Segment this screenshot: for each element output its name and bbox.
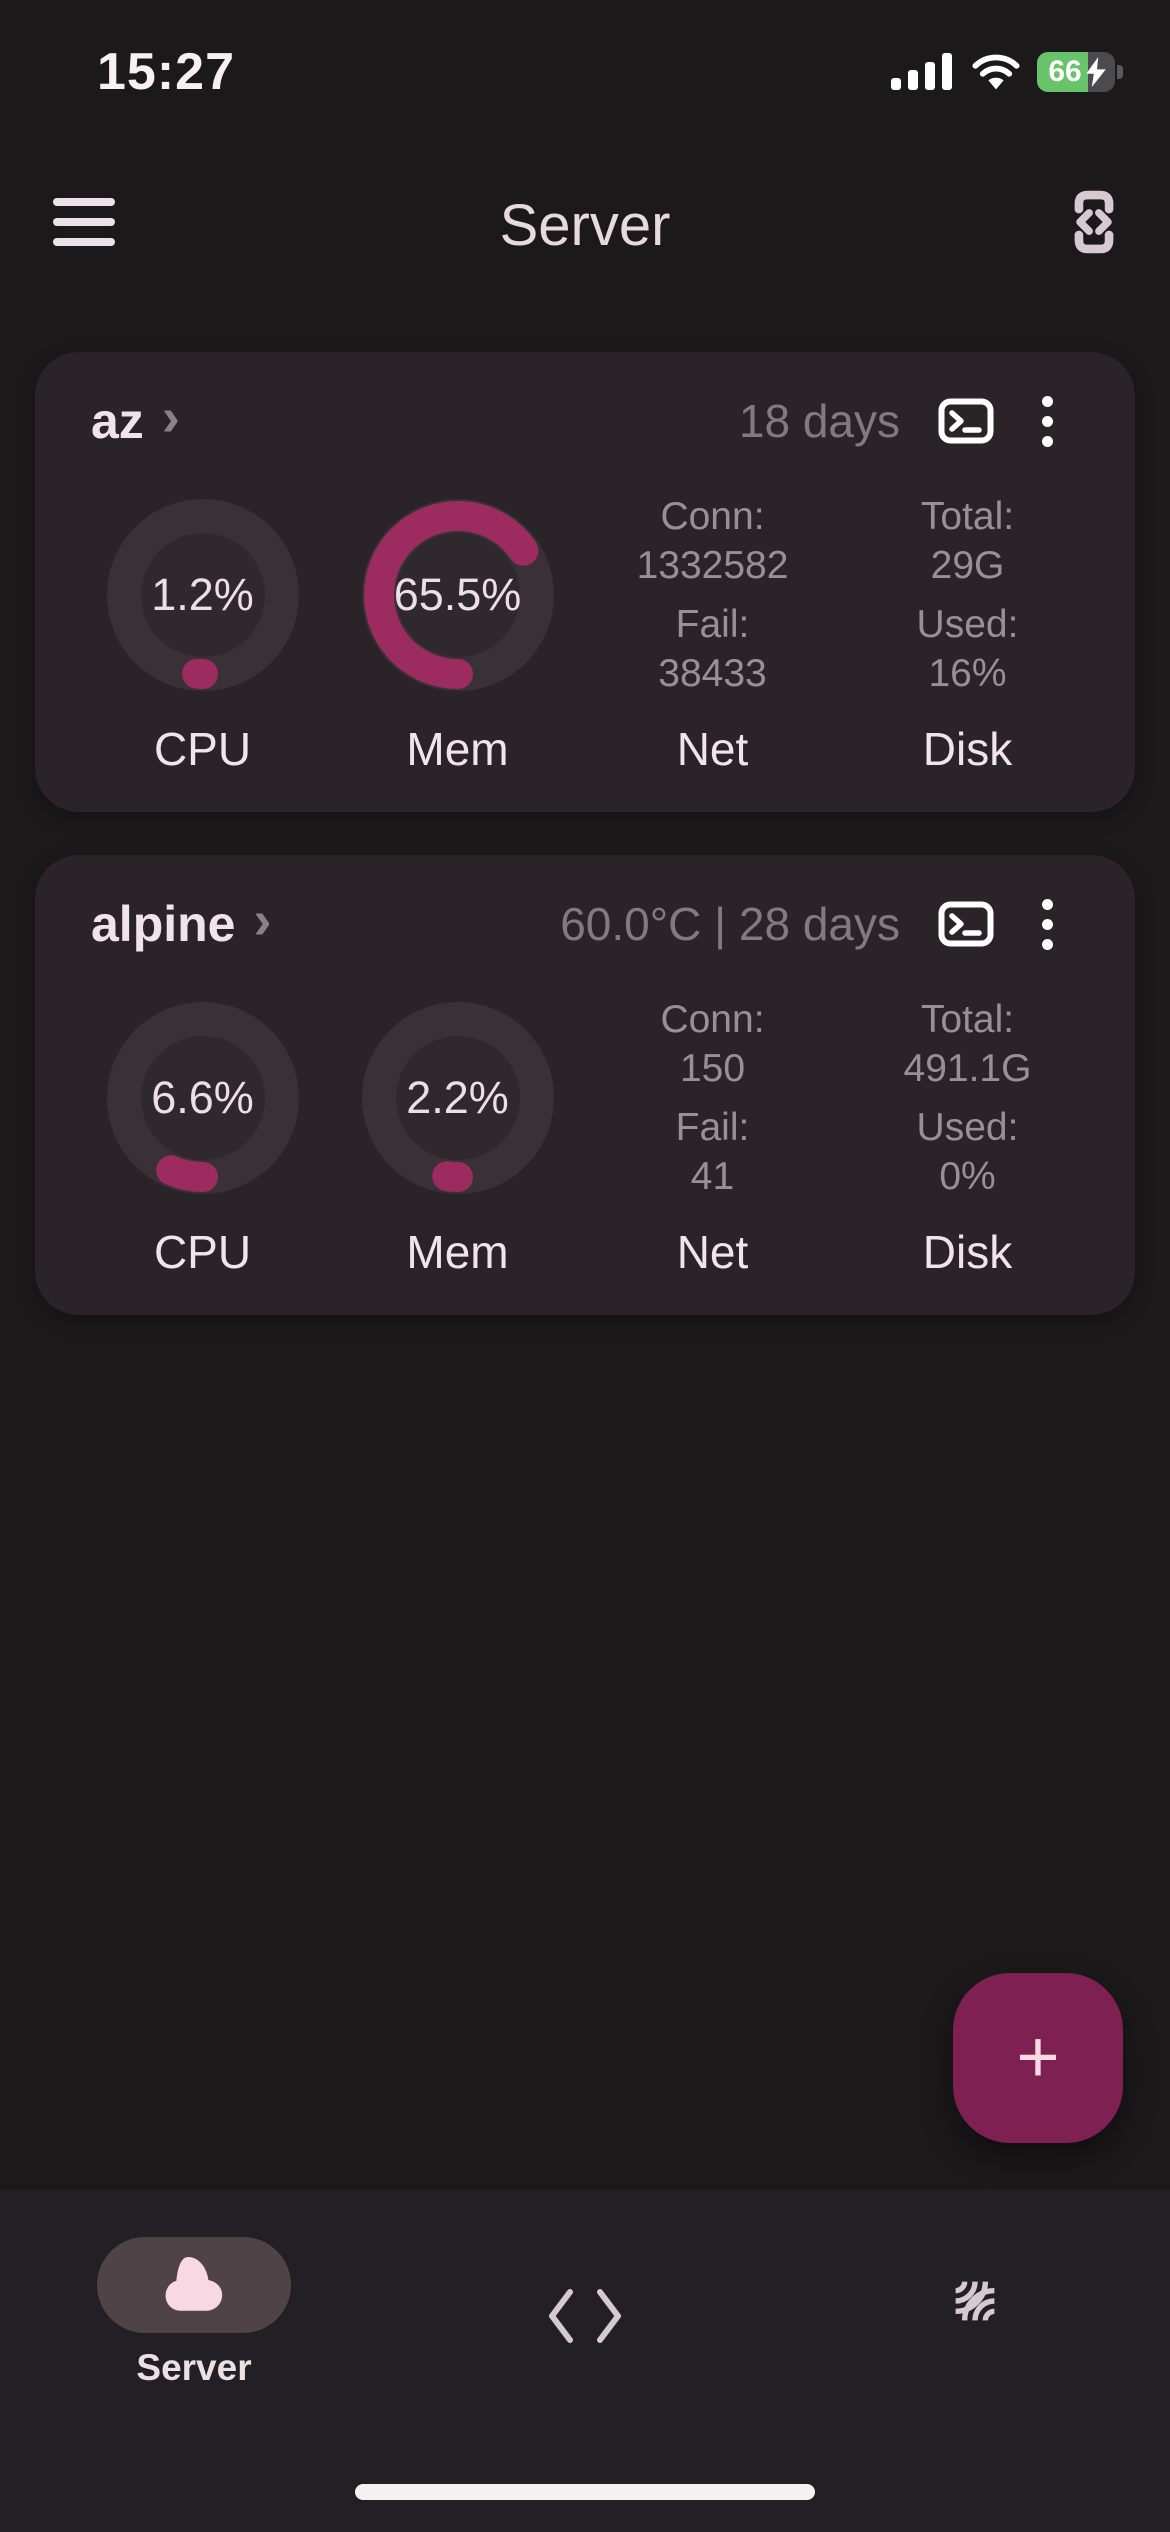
mem-label: Mem [406, 723, 509, 775]
server-uptime: 18 days [738, 395, 900, 447]
cpu-gauge: 6.6% [75, 999, 330, 1197]
net-label: Net [676, 723, 749, 775]
cellular-signal-icon [891, 53, 952, 90]
server-name-label: az [91, 393, 144, 449]
mem-gauge: 65.5% [330, 496, 585, 694]
code-icon [549, 2289, 621, 2343]
battery-icon: 66 [1037, 52, 1123, 92]
server-name[interactable]: alpine › [91, 890, 271, 955]
tab-server[interactable]: Server [97, 2237, 291, 2389]
server-name[interactable]: az › [91, 387, 180, 452]
cpu-label: CPU [153, 723, 252, 775]
disk-used-value: 16% [928, 652, 1007, 695]
cpu-gauge: 1.2% [75, 496, 330, 694]
net-fail-value: 38433 [658, 652, 767, 695]
net-conn-label: Conn: [660, 998, 765, 1041]
mem-percent: 65.5% [393, 569, 522, 620]
terminal-button[interactable] [938, 901, 994, 947]
chevron-right-icon: › [253, 890, 272, 950]
menu-button[interactable] [53, 198, 115, 246]
more-menu-button[interactable] [1040, 892, 1055, 956]
tab-snippet[interactable] [927, 2253, 1023, 2349]
disk-used-label: Used: [916, 1106, 1019, 1149]
disk-total-value: 29G [930, 544, 1005, 587]
net-conn-label: Conn: [660, 495, 765, 538]
server-list: az › 18 days 1.2% [35, 352, 1135, 1315]
plus-icon: + [1016, 2014, 1060, 2098]
cpu-percent: 6.6% [151, 1072, 254, 1123]
net-fail-label: Fail: [675, 1106, 750, 1149]
disk-stats: Total: 29G Used: 16% [840, 495, 1095, 695]
disk-stats: Total: 491.1G Used: 0% [840, 998, 1095, 1198]
app-bar: Server [0, 190, 1170, 262]
disk-used-label: Used: [916, 603, 1019, 646]
net-conn-value: 150 [679, 1047, 746, 1090]
mem-gauge: 2.2% [330, 999, 585, 1197]
battery-fill [1037, 52, 1089, 92]
server-card-alpine[interactable]: alpine › 60.0°C | 28 days [35, 855, 1135, 1315]
page-title: Server [499, 193, 671, 258]
net-stats: Conn: 150 Fail: 41 [585, 998, 840, 1198]
net-fail-label: Fail: [675, 603, 750, 646]
net-stats: Conn: 1332582 Fail: 38433 [585, 495, 840, 695]
mem-label: Mem [406, 1226, 509, 1278]
chevron-right-icon: › [161, 387, 180, 447]
net-fail-value: 41 [690, 1155, 735, 1198]
tab-ssh[interactable] [537, 2278, 633, 2354]
tab-server-label: Server [136, 2347, 252, 2388]
net-label: Net [676, 1226, 749, 1278]
disk-total-label: Total: [920, 998, 1015, 1041]
terminal-icon [938, 398, 994, 444]
mem-percent: 2.2% [406, 1072, 509, 1123]
server-card-az[interactable]: az › 18 days 1.2% [35, 352, 1135, 812]
more-menu-button[interactable] [1040, 389, 1055, 453]
disk-total-label: Total: [920, 495, 1015, 538]
disk-label: Disk [922, 1226, 1013, 1278]
add-server-button[interactable]: + [953, 1973, 1123, 2143]
cpu-percent: 1.2% [151, 569, 254, 620]
disk-used-value: 0% [939, 1155, 996, 1198]
status-icons: 66 [891, 46, 1123, 98]
disk-total-value: 491.1G [903, 1047, 1032, 1090]
server-uptime: 60.0°C | 28 days [560, 898, 900, 950]
terminal-button[interactable] [938, 398, 994, 444]
clock: 15:27 [97, 43, 235, 101]
bottom-nav: Server [0, 2190, 1170, 2532]
terminal-icon [938, 901, 994, 947]
active-tab-pill [97, 2237, 291, 2333]
code-box-icon [1074, 190, 1114, 254]
code-box-button[interactable] [1066, 186, 1122, 263]
disk-label: Disk [922, 723, 1013, 775]
charging-bolt-icon [1086, 57, 1106, 87]
status-bar: 15:27 66 [0, 0, 1170, 130]
server-name-label: alpine [91, 896, 236, 952]
home-indicator[interactable] [355, 2484, 815, 2500]
net-conn-value: 1332582 [636, 544, 789, 587]
battery-percent: 66 [1048, 55, 1082, 88]
signal-waves-icon [955, 2281, 995, 2321]
cpu-label: CPU [153, 1226, 252, 1278]
cloud-icon [165, 2257, 223, 2311]
wifi-icon [972, 54, 1020, 90]
